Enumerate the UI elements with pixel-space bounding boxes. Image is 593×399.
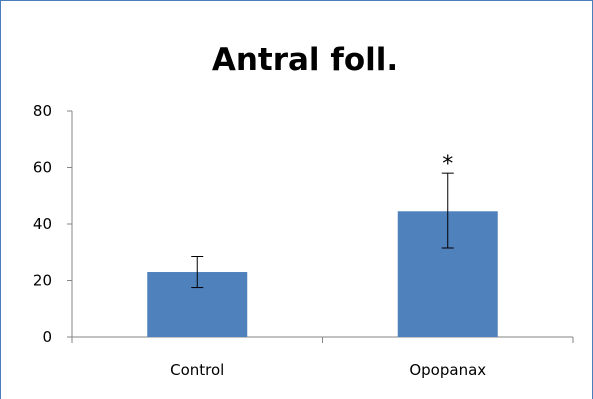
y-tick-label: 60 [33,159,52,177]
x-tick-label: Opopanax [409,361,486,379]
chart-title: Antral foll. [212,42,398,78]
bars [147,211,498,337]
y-tick-label: 20 [33,272,52,290]
y-tick-label: 40 [33,215,52,233]
error-bars [191,172,454,289]
significance-marker: * [442,152,453,177]
y-tick-label: 80 [33,102,52,120]
labels: 0 20 40 60 80 Control * Opopanax [33,102,486,379]
x-tick-label: Control [170,361,224,379]
y-tick-label: 0 [42,328,52,346]
